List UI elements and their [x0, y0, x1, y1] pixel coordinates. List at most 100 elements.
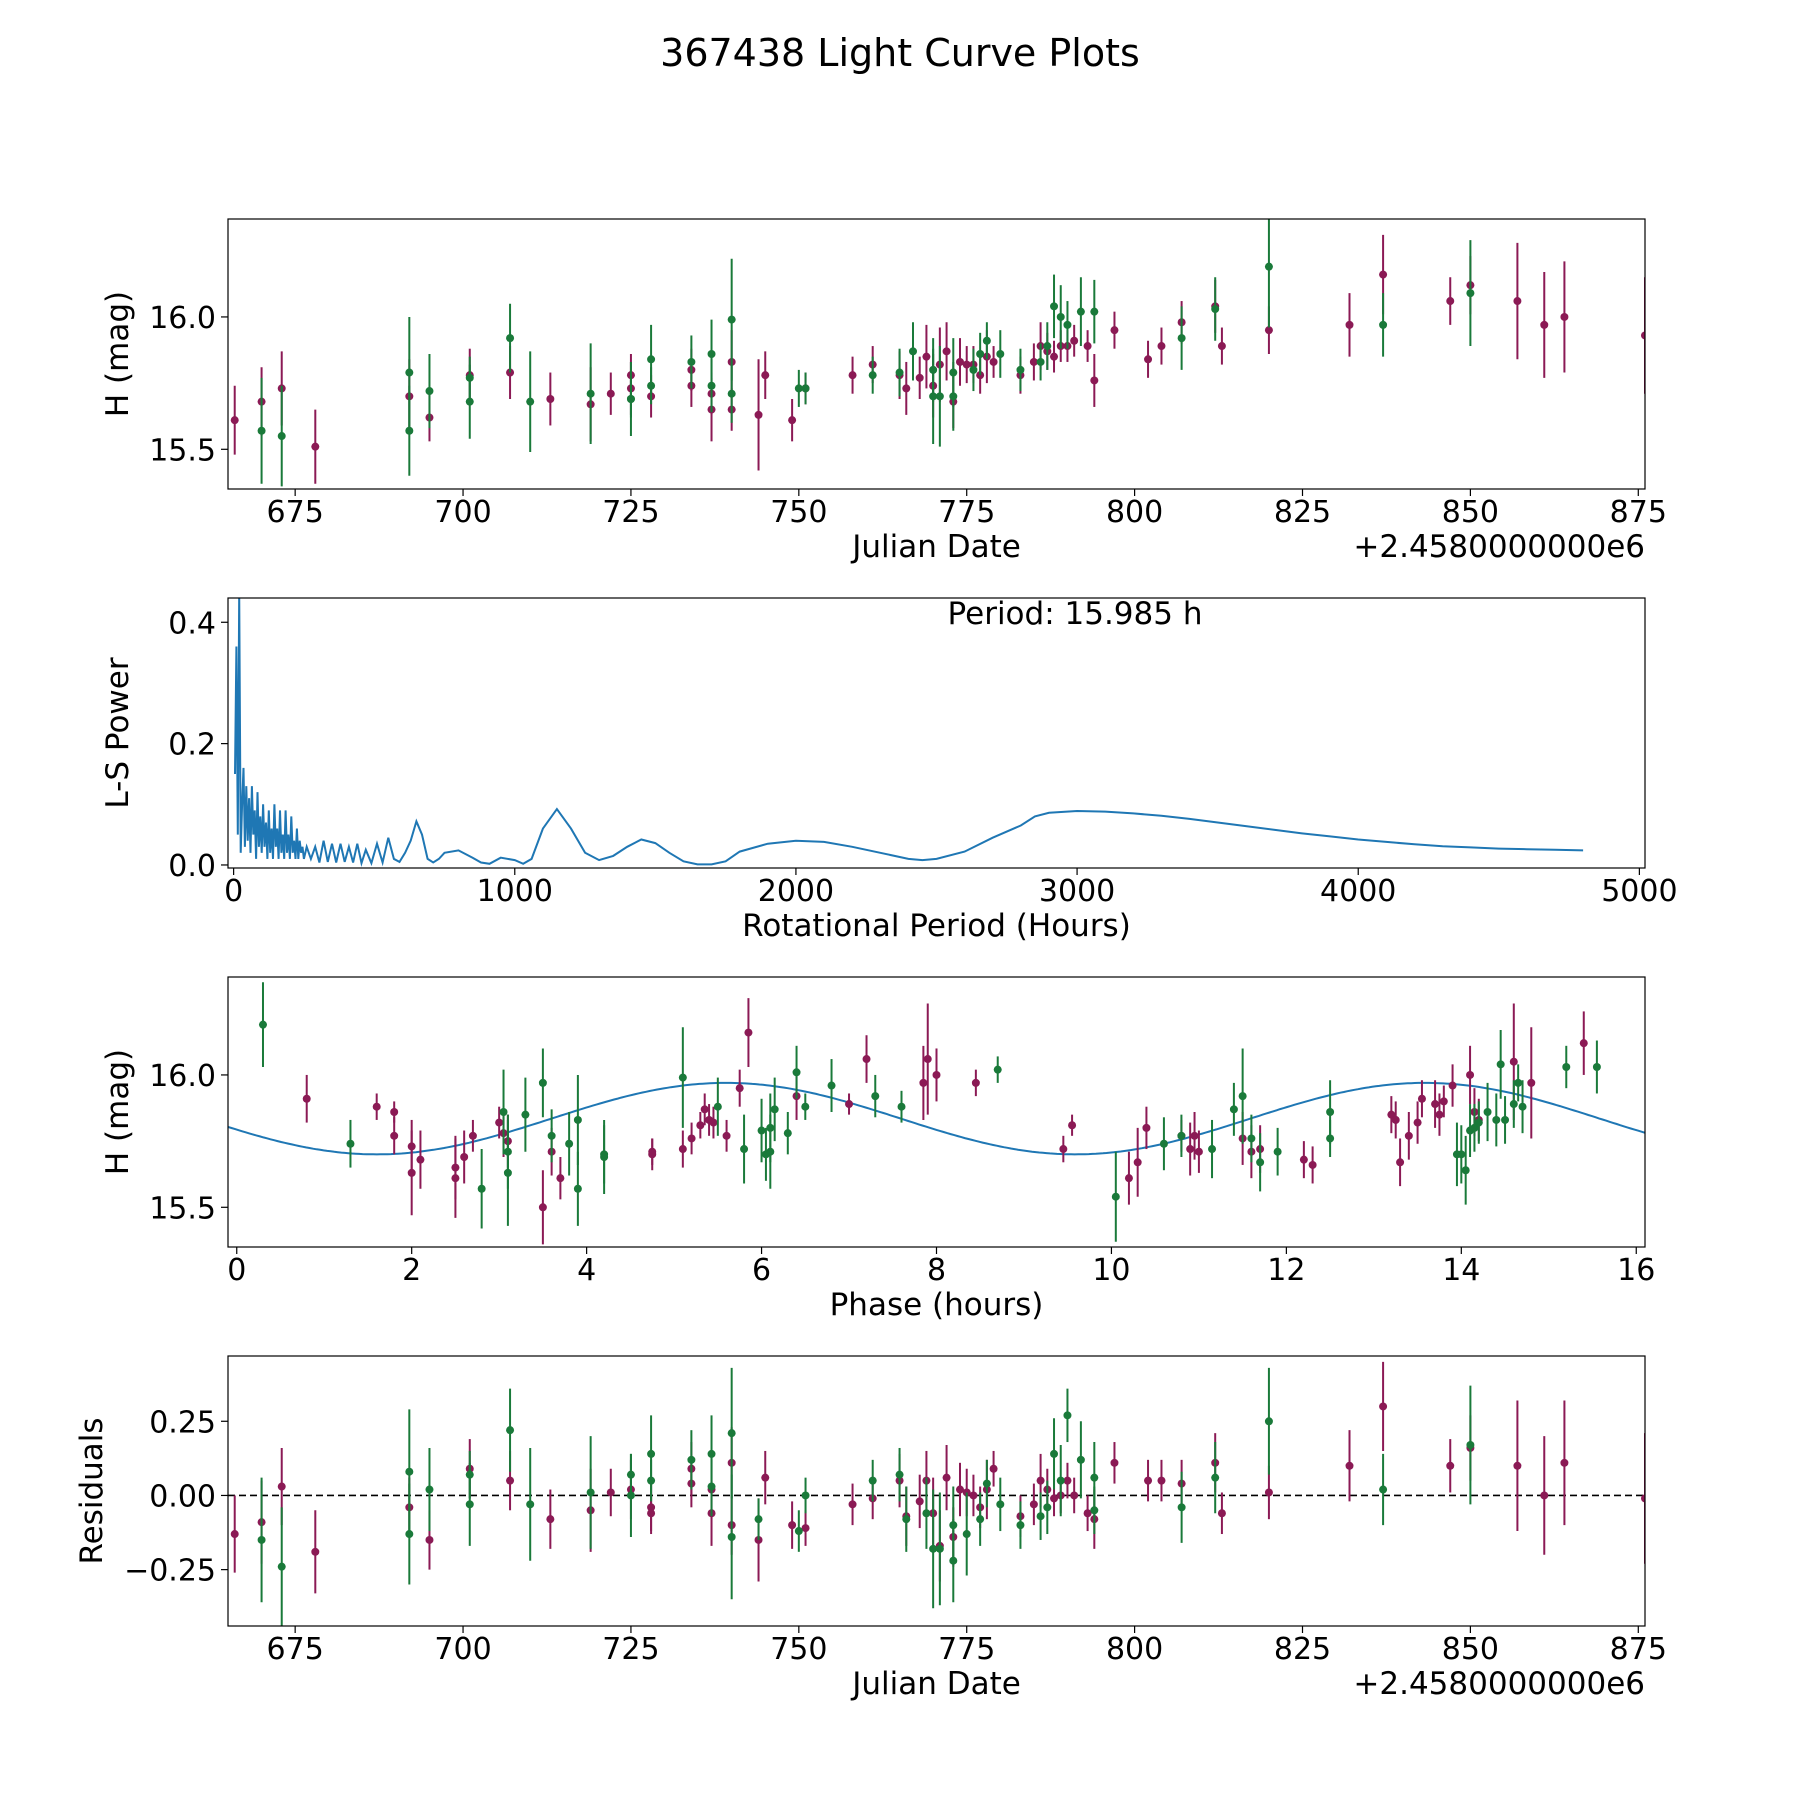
data-point [1435, 1110, 1444, 1119]
data-point [949, 1521, 958, 1530]
data-point [1404, 1131, 1413, 1140]
data-point [1379, 1485, 1388, 1494]
data-point [976, 1515, 985, 1524]
data-point [794, 1527, 803, 1536]
data-point [1016, 1521, 1025, 1530]
data-point [1144, 355, 1153, 364]
data-point [1029, 1500, 1038, 1509]
data-point [783, 1129, 792, 1138]
data-point [989, 1464, 998, 1473]
x-tick-label: 875 [1610, 1632, 1667, 1667]
data-point [915, 373, 924, 382]
data-point [1029, 357, 1038, 366]
data-point [1641, 1494, 1645, 1503]
x-tick-label: 825 [1274, 495, 1331, 530]
data-point [538, 1078, 547, 1087]
data-point [922, 1509, 931, 1518]
data-point [425, 1535, 434, 1544]
data-point [1492, 1115, 1501, 1124]
data-point [1050, 1494, 1059, 1503]
data-point [257, 426, 266, 435]
data-point [868, 1476, 877, 1485]
data-point [707, 1449, 716, 1458]
data-point [709, 1118, 718, 1127]
data-point [962, 360, 971, 369]
data-point [1413, 1118, 1422, 1127]
data-point [311, 442, 320, 451]
data-point [465, 1500, 474, 1509]
y-tick-label: −0.25 [124, 1554, 216, 1589]
x-tick-label: 10 [1092, 1253, 1130, 1288]
data-point [1110, 1458, 1119, 1467]
data-point [1090, 307, 1099, 316]
y-tick-label: 16.0 [149, 1059, 216, 1094]
data-point [465, 397, 474, 406]
x-tick-label: 700 [434, 495, 491, 530]
x-tick-label: 0 [224, 874, 243, 909]
data-point [277, 432, 286, 441]
x-tick-label: 850 [1442, 1632, 1499, 1667]
data-point [257, 1535, 266, 1544]
data-point [1190, 1131, 1199, 1140]
data-point [506, 1476, 515, 1485]
data-point [761, 371, 770, 380]
data-point [1513, 1461, 1522, 1470]
data-point [606, 389, 615, 398]
data-point [1238, 1092, 1247, 1101]
data-point [1496, 1060, 1505, 1069]
periodogram-line [234, 598, 1584, 867]
y-tick-label: 0.25 [149, 1405, 216, 1440]
data-point [230, 1530, 239, 1539]
data-point [1470, 1123, 1479, 1132]
data-point [942, 347, 951, 356]
data-point [1509, 1100, 1518, 1109]
x-tick-label: 5000 [1601, 874, 1677, 909]
data-point [982, 336, 991, 345]
data-point [1474, 1118, 1483, 1127]
data-point [1144, 1476, 1153, 1485]
x-tick-label: 725 [602, 495, 659, 530]
data-point [1050, 352, 1059, 361]
data-point [1090, 376, 1099, 385]
data-point [895, 368, 904, 377]
data-point [503, 1168, 512, 1177]
data-point [1379, 270, 1388, 279]
data-point [1177, 1503, 1186, 1512]
data-point [1501, 1115, 1510, 1124]
x-axis-label: Julian Date [850, 1666, 1021, 1702]
data-point [962, 1530, 971, 1539]
data-point [526, 1500, 535, 1509]
data-point [1111, 1192, 1120, 1201]
series-green [257, 1367, 1475, 1626]
data-point [1059, 1145, 1068, 1154]
x-tick-label: 875 [1610, 495, 1667, 530]
data-point [1056, 312, 1065, 321]
data-point [1036, 357, 1045, 366]
data-point [1514, 1078, 1523, 1087]
data-point [1050, 1449, 1059, 1458]
data-point [740, 1145, 749, 1154]
data-point [311, 1547, 320, 1556]
data-point [1124, 1174, 1133, 1183]
data-point [801, 1102, 810, 1111]
data-point [606, 1488, 615, 1497]
data-point [460, 1153, 469, 1161]
data-point [390, 1131, 399, 1140]
data-point [1070, 336, 1079, 345]
series-green [258, 982, 1601, 1242]
data-point [1446, 1461, 1455, 1470]
data-point [1431, 1100, 1440, 1109]
data-point [827, 1081, 836, 1090]
data-point [1063, 320, 1072, 329]
data-point [727, 1429, 736, 1438]
data-point [1247, 1134, 1256, 1143]
data-point [1194, 1147, 1203, 1156]
data-point [477, 1184, 486, 1193]
data-point [626, 1470, 635, 1479]
data-point [935, 392, 944, 401]
residuals-panel: 675 700 725 750 775 800 825 850 875 0.25 0.00 −0.25… [74, 1355, 1667, 1702]
data-point [1540, 320, 1549, 329]
data-point [565, 1139, 574, 1148]
data-point [976, 350, 985, 358]
data-point [1264, 1488, 1273, 1497]
